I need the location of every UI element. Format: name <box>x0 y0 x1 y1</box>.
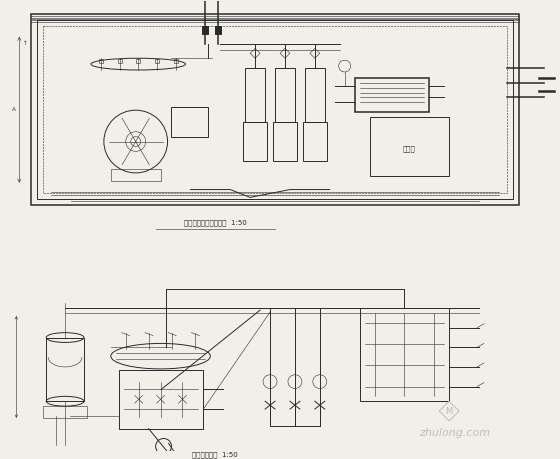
Bar <box>155 59 159 63</box>
Text: M: M <box>446 407 453 415</box>
Bar <box>243 122 267 161</box>
Text: 控制室: 控制室 <box>403 145 416 151</box>
Text: ↑: ↑ <box>23 41 27 46</box>
Text: 热力站房间平面布置图  1:50: 热力站房间平面布置图 1:50 <box>184 219 247 226</box>
Bar <box>245 68 265 122</box>
Bar <box>37 20 513 199</box>
Text: 热力站流程图  1:50: 热力站流程图 1:50 <box>193 452 238 459</box>
Bar <box>273 122 297 161</box>
Bar <box>171 107 208 137</box>
Bar <box>31 14 519 205</box>
Bar <box>43 406 87 418</box>
Bar <box>202 26 208 34</box>
Bar <box>136 59 140 63</box>
Bar <box>119 370 203 429</box>
Bar <box>111 169 161 181</box>
Text: zhulong.com: zhulong.com <box>418 428 489 437</box>
Bar <box>275 68 295 122</box>
Bar <box>303 122 327 161</box>
Bar <box>370 117 449 176</box>
Bar <box>174 59 178 63</box>
Bar <box>305 68 325 122</box>
Bar <box>354 78 430 112</box>
Bar <box>216 26 221 34</box>
Bar <box>46 337 84 401</box>
Bar <box>360 308 449 401</box>
Text: A: A <box>11 106 15 112</box>
Bar <box>99 59 103 63</box>
Bar <box>118 59 122 63</box>
